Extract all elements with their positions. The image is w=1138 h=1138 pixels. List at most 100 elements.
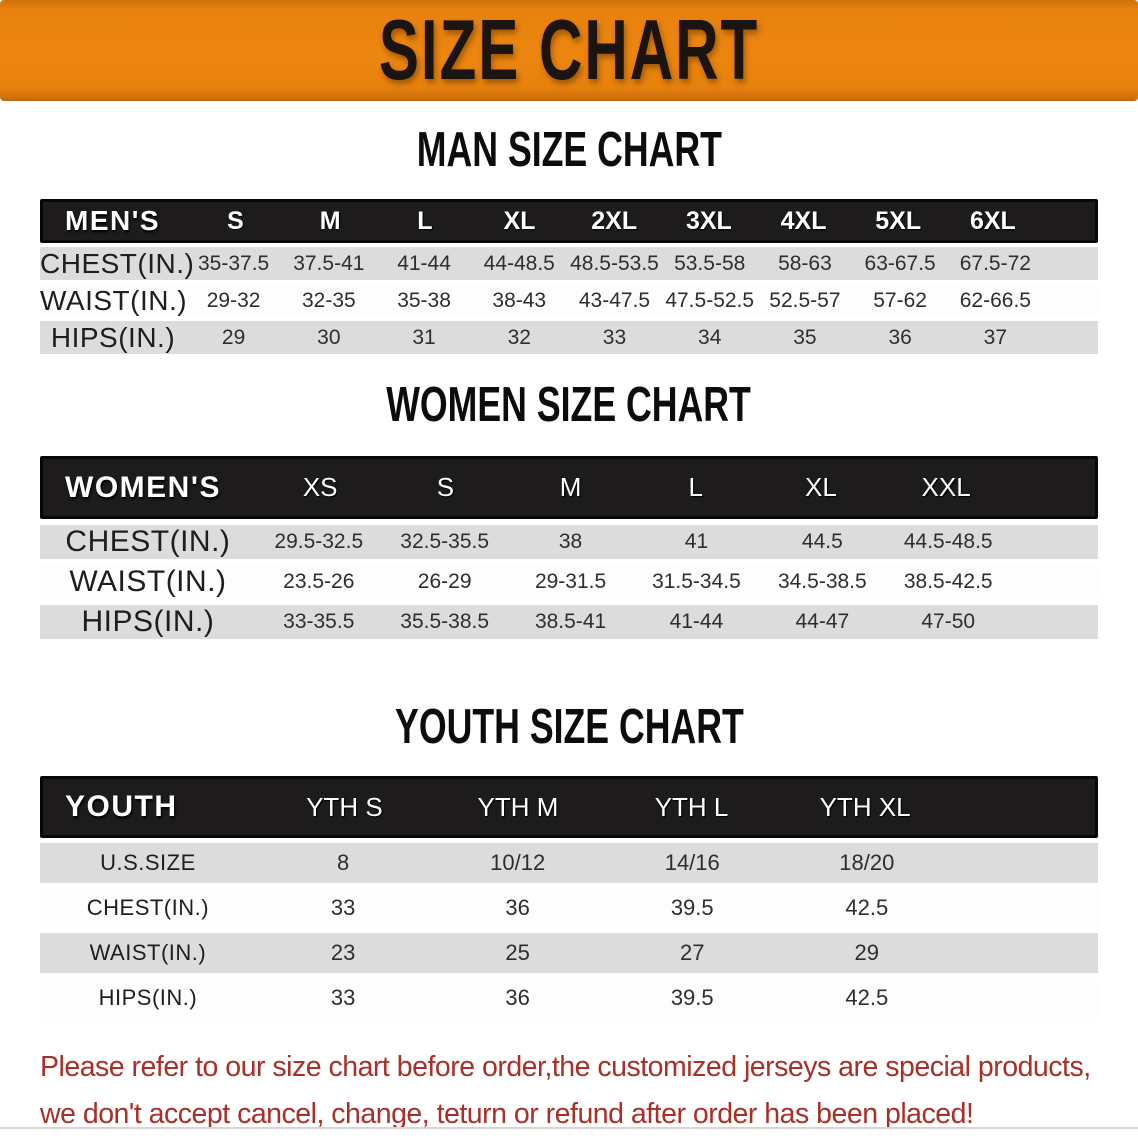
size-value-cell: 36 — [888, 325, 912, 349]
size-column-header: YTH L — [654, 791, 729, 822]
size-value-cell: 29 — [854, 940, 880, 965]
size-value-cell: 32.5-35.5 — [400, 530, 490, 553]
women-size-table: WOMEN'S XS S M L XL XXL CHEST(IN.) 29.5-… — [40, 456, 1098, 639]
size-column-header: 3XL — [685, 206, 732, 235]
size-column-header: S — [436, 472, 455, 502]
size-column-header: YTH S — [306, 791, 383, 822]
size-value-cell: 29 — [221, 325, 246, 349]
men-waist-row: WAIST(IN.) 29-32 32-35 35-38 38-43 43-47… — [40, 284, 1098, 317]
size-value-cell: 29-32 — [206, 288, 261, 312]
size-value-cell: 57-62 — [873, 288, 927, 312]
size-column-header: YTH XL — [819, 791, 911, 822]
men-section-heading-text: MAN SIZE CHART — [416, 121, 722, 177]
youth-ussize-row: U.S.SIZE 8 10/12 14/16 18/20 — [40, 843, 1098, 883]
size-value-cell: 47.5-52.5 — [665, 288, 755, 312]
women-waist-row: WAIST(IN.) 23.5-26 26-29 29-31.5 31.5-34… — [40, 565, 1098, 599]
size-value-cell: 33 — [330, 985, 356, 1010]
size-value-cell: 31.5-34.5 — [652, 570, 741, 593]
measure-row-label: U.S.SIZE — [100, 850, 196, 875]
size-value-cell: 30 — [317, 325, 341, 349]
size-column-header: 2XL — [591, 206, 638, 235]
size-value-cell: 27 — [679, 940, 705, 965]
size-value-cell: 41 — [684, 530, 709, 553]
size-value-cell: 53.5-58 — [674, 251, 746, 275]
size-value-cell: 36 — [505, 895, 530, 920]
size-value-cell: 18/20 — [839, 850, 895, 875]
size-column-header: XL — [503, 206, 536, 235]
size-value-cell: 10/12 — [490, 850, 546, 875]
youth-hips-row: HIPS(IN.) 33 36 39.5 42.5 — [40, 978, 1098, 1018]
men-table-header-row: MEN'S S M L XL 2XL 3XL 4XL 5XL 6XL — [40, 199, 1098, 243]
size-column-header: M — [559, 472, 582, 502]
size-value-cell: 52.5-57 — [769, 288, 841, 312]
size-value-cell: 44.5 — [801, 530, 843, 553]
youth-chest-row: CHEST(IN.) 33 36 39.5 42.5 — [40, 888, 1098, 928]
size-column-header: L — [688, 472, 703, 502]
bottom-divider — [0, 1127, 1138, 1129]
youth-size-table: YOUTH YTH S YTH M YTH L YTH XL U.S.SIZE … — [40, 776, 1098, 1018]
size-value-cell: 38.5-41 — [534, 610, 607, 633]
size-value-cell: 34.5-38.5 — [777, 570, 867, 593]
size-value-cell: 42.5 — [845, 895, 889, 920]
size-value-cell: 25 — [505, 940, 530, 965]
size-value-cell: 35-37.5 — [197, 251, 270, 275]
size-value-cell: 31 — [412, 325, 436, 349]
size-column-header: YTH M — [477, 791, 559, 822]
size-value-cell: 26-29 — [417, 570, 472, 593]
order-policy-notice: Please refer to our size chart before or… — [40, 1044, 1138, 1138]
size-value-cell: 34 — [698, 325, 722, 349]
size-column-header: L — [417, 206, 433, 235]
size-value-cell: 35 — [793, 325, 817, 349]
women-section-heading: WOMEN SIZE CHART — [0, 376, 1138, 431]
men-size-table: MEN'S S M L XL 2XL 3XL 4XL 5XL 6XL CHEST… — [40, 199, 1098, 354]
size-value-cell: 47-50 — [921, 610, 976, 633]
measure-row-label: HIPS(IN.) — [98, 985, 198, 1010]
women-hips-row: HIPS(IN.) 33-35.5 35.5-38.5 38.5-41 41-4… — [40, 605, 1098, 639]
size-value-cell: 35.5-38.5 — [400, 610, 490, 633]
size-value-cell: 36 — [505, 985, 530, 1010]
women-table-corner-label: WOMEN'S — [65, 470, 221, 504]
youth-section-heading-text: YOUTH SIZE CHART — [394, 698, 744, 754]
size-value-cell: 38 — [558, 530, 583, 553]
size-column-header: 5XL — [875, 206, 922, 235]
size-value-cell: 38-43 — [492, 288, 547, 312]
size-value-cell: 42.5 — [845, 985, 889, 1010]
banner-title: SIZE CHART — [378, 2, 760, 99]
size-column-header: 4XL — [780, 206, 827, 235]
youth-waist-row: WAIST(IN.) 23 25 27 29 — [40, 933, 1098, 973]
size-value-cell: 33-35.5 — [283, 610, 355, 633]
size-value-cell: 29.5-32.5 — [274, 530, 364, 553]
size-value-cell: 37 — [983, 325, 1008, 349]
notice-line-2: we don't accept cancel, change, teturn o… — [40, 1098, 974, 1130]
size-column-header: XXL — [921, 472, 971, 502]
size-value-cell: 48.5-53.5 — [570, 251, 659, 275]
size-column-header: 6XL — [969, 206, 1016, 235]
women-table-header-row: WOMEN'S XS S M L XL XXL — [40, 456, 1098, 519]
men-section-heading: MAN SIZE CHART — [0, 121, 1138, 176]
size-value-cell: 33 — [602, 325, 627, 349]
size-value-cell: 37.5-41 — [293, 251, 365, 275]
size-value-cell: 63-67.5 — [864, 251, 936, 275]
size-value-cell: 43-47.5 — [578, 288, 651, 312]
size-value-cell: 38.5-42.5 — [903, 570, 993, 593]
youth-table-corner-label: YOUTH — [65, 790, 178, 823]
size-value-cell: 33 — [330, 895, 356, 920]
size-column-header: M — [319, 206, 341, 235]
size-value-cell: 29-31.5 — [534, 570, 607, 593]
size-column-header: S — [227, 206, 244, 235]
size-value-cell: 41-44 — [397, 251, 451, 275]
size-value-cell: 44.5-48.5 — [903, 530, 993, 553]
men-chest-row: CHEST(IN.) 35-37.5 37.5-41 41-44 44-48.5… — [40, 247, 1098, 280]
measure-row-label: WAIST(IN.) — [69, 565, 227, 598]
size-value-cell: 62-66.5 — [959, 288, 1031, 312]
size-value-cell: 14/16 — [664, 850, 720, 875]
youth-section-heading: YOUTH SIZE CHART — [0, 698, 1138, 753]
measure-row-label: CHEST(IN.) — [40, 247, 195, 279]
size-value-cell: 58-63 — [778, 251, 832, 275]
men-table-corner-label: MEN'S — [65, 205, 161, 236]
size-value-cell: 8 — [336, 850, 350, 875]
size-column-header: XL — [805, 472, 837, 502]
measure-row-label: HIPS(IN.) — [81, 605, 215, 638]
measure-row-label: WAIST(IN.) — [40, 284, 188, 316]
size-value-cell: 44-47 — [795, 610, 850, 633]
